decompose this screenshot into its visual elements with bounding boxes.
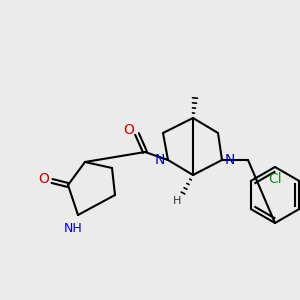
Text: O: O bbox=[39, 172, 50, 186]
Text: NH: NH bbox=[64, 223, 83, 236]
Text: N: N bbox=[225, 153, 235, 167]
Text: N: N bbox=[155, 153, 165, 167]
Text: O: O bbox=[124, 123, 134, 137]
Text: Cl: Cl bbox=[268, 172, 282, 186]
Text: H: H bbox=[173, 196, 181, 206]
